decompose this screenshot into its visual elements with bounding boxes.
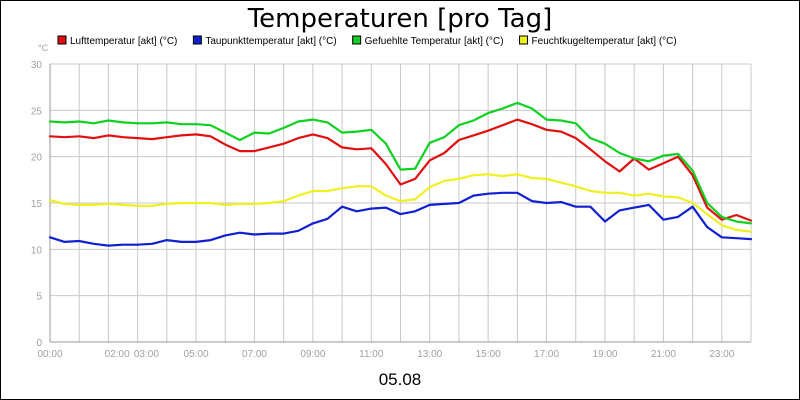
legend-label: Feuchtkugeltemperatur [akt] (°C) xyxy=(532,36,677,47)
x-tick-label: 11:00 xyxy=(359,349,384,360)
x-tick-label: 07:00 xyxy=(242,349,267,360)
y-tick-label: 20 xyxy=(31,153,43,164)
chart-ticks: 0 5 10 15 20 25 30 00:00 02:00 03:00 05:00 07:00 09:… xyxy=(31,60,735,360)
x-tick-label: 15:00 xyxy=(476,349,501,360)
y-tick-label: 10 xyxy=(31,245,43,256)
x-tick-label: 23:00 xyxy=(709,349,734,360)
legend-swatch xyxy=(192,35,202,45)
chart-title: Temperaturen [pro Tag] xyxy=(247,4,553,34)
legend-label: Taupunkttemperatur [akt] (°C) xyxy=(205,36,336,47)
legend-swatch xyxy=(57,35,67,45)
x-tick-label: 03:00 xyxy=(134,349,159,360)
legend-label: Lufttemperatur [akt] (°C) xyxy=(70,36,177,47)
x-tick-label: 02:00 xyxy=(105,349,130,360)
y-axis-unit: °C xyxy=(38,43,49,53)
x-axis-label: 05.08 xyxy=(379,370,422,389)
x-tick-label: 05:00 xyxy=(184,349,209,360)
x-tick-label: 13:00 xyxy=(417,349,442,360)
y-tick-label: 15 xyxy=(31,199,43,210)
series-line-3 xyxy=(48,101,753,225)
y-tick-label: 5 xyxy=(36,292,42,303)
chart-series xyxy=(48,101,753,247)
y-tick-label: 25 xyxy=(31,106,43,117)
x-tick-label: 00:00 xyxy=(37,349,62,360)
y-tick-label: 30 xyxy=(31,60,43,71)
y-tick-label: 0 xyxy=(36,338,42,349)
x-tick-label: 19:00 xyxy=(592,349,617,360)
x-tick-label: 21:00 xyxy=(651,349,676,360)
chart-axes xyxy=(49,64,751,343)
x-tick-label: 17:00 xyxy=(534,349,559,360)
legend-swatch xyxy=(352,35,362,45)
x-tick-label: 09:00 xyxy=(300,349,325,360)
legend-label: Gefuehlte Temperatur [akt] (°C) xyxy=(365,36,504,47)
series-line-4 xyxy=(48,173,753,233)
legend-swatch xyxy=(519,35,529,45)
series-line-2 xyxy=(48,191,753,247)
chart-legend: Lufttemperatur [akt] (°C) Taupunkttempera… xyxy=(57,35,677,47)
chart-grid xyxy=(50,63,752,342)
